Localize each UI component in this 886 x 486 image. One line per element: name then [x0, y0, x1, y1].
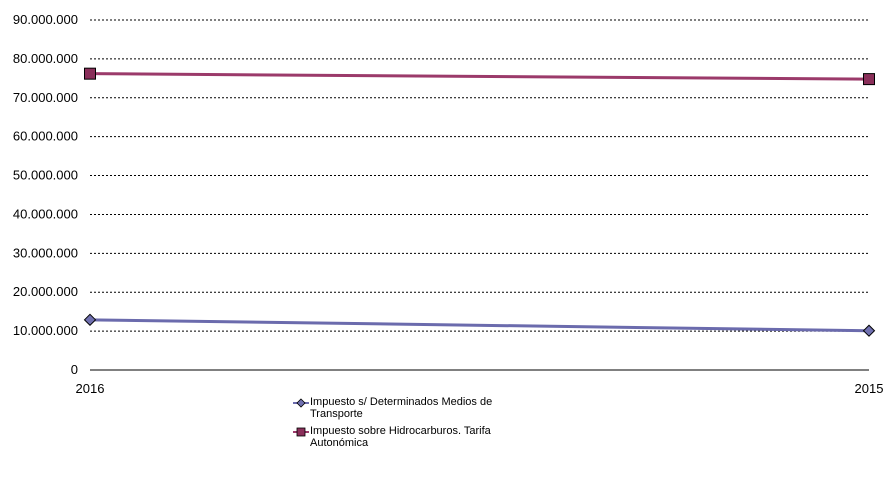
data-point-diamond [862, 324, 876, 337]
x-tick-label: 2016 [76, 381, 105, 396]
y-tick-label: 0 [71, 362, 78, 377]
y-tick-label: 40.000.000 [13, 206, 78, 221]
x-tick-labels: 2016 2015 [76, 381, 884, 396]
legend-label: Impuesto sobre Hidrocarburos. Tarifa Aut… [310, 425, 491, 449]
gridlines [90, 19, 869, 332]
legend: Impuesto s/ Determinados Medios de Trans… [292, 396, 552, 454]
legend-square-icon [293, 427, 309, 437]
y-tick-labels: 0 10.000.000 20.000.000 30.000.000 40.000.00… [13, 12, 78, 377]
y-tick-label: 90.000.000 [13, 12, 78, 27]
y-tick-label: 30.000.000 [13, 245, 78, 260]
y-tick-label: 60.000.000 [13, 129, 78, 144]
legend-label: Impuesto s/ Determinados Medios de Trans… [310, 396, 493, 420]
y-tick-label: 50.000.000 [13, 168, 78, 183]
legend-item: Impuesto s/ Determinados Medios de Trans… [292, 396, 552, 420]
legend-item: Impuesto sobre Hidrocarburos. Tarifa Aut… [292, 425, 552, 449]
y-tick-label: 10.000.000 [13, 323, 78, 338]
series-line [89, 318, 870, 333]
data-point-diamond [83, 313, 97, 327]
series-line [89, 72, 870, 81]
y-tick-label: 80.000.000 [13, 51, 78, 66]
legend-diamond-icon [293, 398, 309, 408]
y-tick-label: 20.000.000 [13, 284, 78, 299]
series-lines [83, 67, 876, 337]
data-point-square [863, 73, 875, 86]
x-tick-label: 2015 [855, 381, 884, 396]
y-tick-label: 70.000.000 [13, 90, 78, 105]
data-point-square [84, 67, 96, 80]
